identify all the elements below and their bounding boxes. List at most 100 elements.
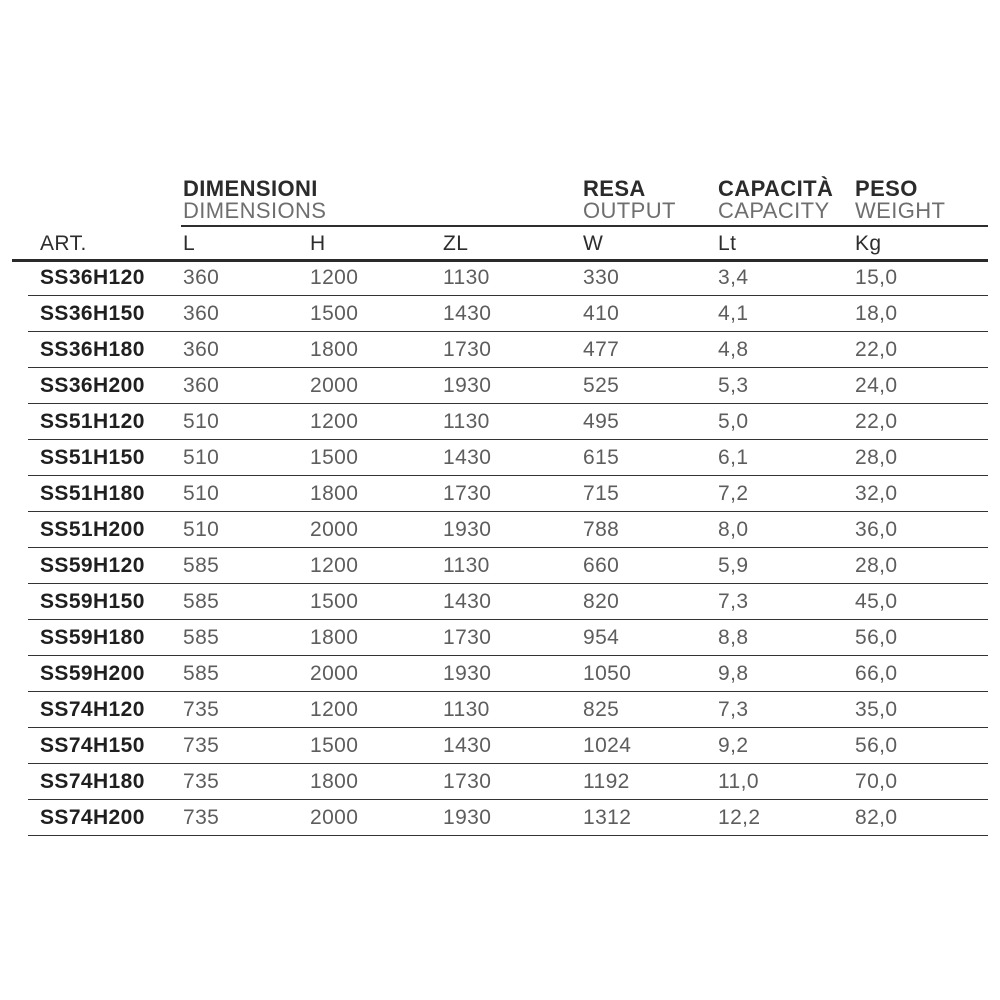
cell-l: 735 <box>183 691 310 728</box>
cell-lt: 5,9 <box>718 547 855 584</box>
group-header-output: RESA OUTPUT <box>583 178 676 222</box>
cell-w: 715 <box>583 475 718 512</box>
cell-zl: 1730 <box>443 331 583 368</box>
column-header-w: W <box>583 231 604 255</box>
cell-art: SS74H120 <box>28 691 183 728</box>
cell-lt: 5,3 <box>718 367 855 404</box>
header-separator-line <box>12 259 988 262</box>
cell-zl: 1930 <box>443 367 583 404</box>
table-row: SS36H120 360 1200 1130 330 3,4 15,0 <box>28 260 988 296</box>
cell-lt: 8,0 <box>718 511 855 548</box>
cell-lt: 7,3 <box>718 691 855 728</box>
cell-h: 1200 <box>310 547 443 584</box>
cell-kg: 45,0 <box>855 583 988 620</box>
column-header-l: L <box>183 231 196 255</box>
cell-h: 2000 <box>310 655 443 692</box>
spec-table: DIMENSIONI DIMENSIONS RESA OUTPUT CAPACI… <box>12 178 988 836</box>
table-row: SS36H200 360 2000 1930 525 5,3 24,0 <box>28 367 988 404</box>
cell-w: 615 <box>583 439 718 476</box>
cell-l: 510 <box>183 403 310 440</box>
cell-l: 735 <box>183 727 310 764</box>
cell-zl: 1430 <box>443 295 583 332</box>
cell-h: 2000 <box>310 799 443 836</box>
cell-l: 585 <box>183 547 310 584</box>
cell-kg: 15,0 <box>855 260 988 296</box>
cell-zl: 1130 <box>443 691 583 728</box>
cell-w: 410 <box>583 295 718 332</box>
cell-h: 1500 <box>310 439 443 476</box>
cell-zl: 1130 <box>443 260 583 296</box>
cell-lt: 4,8 <box>718 331 855 368</box>
cell-l: 360 <box>183 367 310 404</box>
cell-kg: 56,0 <box>855 619 988 656</box>
cell-kg: 28,0 <box>855 547 988 584</box>
group-label-it: CAPACITÀ <box>718 176 834 201</box>
cell-h: 1800 <box>310 763 443 800</box>
cell-zl: 1430 <box>443 439 583 476</box>
group-header-row: DIMENSIONI DIMENSIONS RESA OUTPUT CAPACI… <box>28 178 988 227</box>
table-row: SS74H180 735 1800 1730 1192 11,0 70,0 <box>28 763 988 800</box>
group-label-it: PESO <box>855 176 918 201</box>
spec-data-table: ART. L H ZL W Lt Kg SS36H120 360 1200 1130 3… <box>28 227 988 836</box>
cell-h: 1800 <box>310 475 443 512</box>
group-label-en: OUTPUT <box>583 198 676 223</box>
cell-w: 660 <box>583 547 718 584</box>
table-body: SS36H120 360 1200 1130 330 3,4 15,0 SS36H150 360… <box>28 260 988 836</box>
cell-w: 477 <box>583 331 718 368</box>
column-header-row: ART. L H ZL W Lt Kg <box>28 227 988 260</box>
cell-h: 1500 <box>310 295 443 332</box>
cell-lt: 12,2 <box>718 799 855 836</box>
table-row: SS59H120 585 1200 1130 660 5,9 28,0 <box>28 547 988 584</box>
cell-lt: 4,1 <box>718 295 855 332</box>
cell-art: SS59H150 <box>28 583 183 620</box>
cell-zl: 1430 <box>443 583 583 620</box>
cell-zl: 1130 <box>443 547 583 584</box>
cell-w: 1192 <box>583 763 718 800</box>
cell-zl: 1430 <box>443 727 583 764</box>
column-header-art: ART. <box>40 231 87 255</box>
cell-kg: 56,0 <box>855 727 988 764</box>
cell-l: 585 <box>183 655 310 692</box>
cell-art: SS51H180 <box>28 475 183 512</box>
cell-art: SS36H200 <box>28 367 183 404</box>
cell-kg: 24,0 <box>855 367 988 404</box>
cell-l: 510 <box>183 511 310 548</box>
cell-kg: 66,0 <box>855 655 988 692</box>
cell-art: SS51H150 <box>28 439 183 476</box>
group-label-it: DIMENSIONI <box>183 176 318 201</box>
cell-art: SS74H200 <box>28 799 183 836</box>
cell-zl: 1730 <box>443 763 583 800</box>
cell-w: 1312 <box>583 799 718 836</box>
cell-l: 735 <box>183 763 310 800</box>
cell-kg: 18,0 <box>855 295 988 332</box>
cell-kg: 70,0 <box>855 763 988 800</box>
cell-kg: 32,0 <box>855 475 988 512</box>
cell-w: 1050 <box>583 655 718 692</box>
cell-art: SS36H150 <box>28 295 183 332</box>
cell-w: 1024 <box>583 727 718 764</box>
table-row: SS59H150 585 1500 1430 820 7,3 45,0 <box>28 583 988 620</box>
cell-art: SS74H180 <box>28 763 183 800</box>
cell-lt: 3,4 <box>718 260 855 296</box>
table-row: SS51H150 510 1500 1430 615 6,1 28,0 <box>28 439 988 476</box>
cell-art: SS36H180 <box>28 331 183 368</box>
cell-art: SS59H120 <box>28 547 183 584</box>
cell-kg: 35,0 <box>855 691 988 728</box>
cell-h: 1800 <box>310 331 443 368</box>
cell-l: 510 <box>183 439 310 476</box>
cell-lt: 8,8 <box>718 619 855 656</box>
table-row: SS74H150 735 1500 1430 1024 9,2 56,0 <box>28 727 988 764</box>
group-label-en: WEIGHT <box>855 198 946 223</box>
group-header-capacity: CAPACITÀ CAPACITY <box>718 178 833 222</box>
table-row: SS51H180 510 1800 1730 715 7,2 32,0 <box>28 475 988 512</box>
cell-lt: 6,1 <box>718 439 855 476</box>
cell-zl: 1130 <box>443 403 583 440</box>
cell-kg: 22,0 <box>855 331 988 368</box>
column-header-zl: ZL <box>443 231 469 255</box>
cell-h: 1800 <box>310 619 443 656</box>
cell-h: 2000 <box>310 367 443 404</box>
group-header-weight: PESO WEIGHT <box>855 178 945 222</box>
cell-lt: 7,3 <box>718 583 855 620</box>
cell-w: 954 <box>583 619 718 656</box>
